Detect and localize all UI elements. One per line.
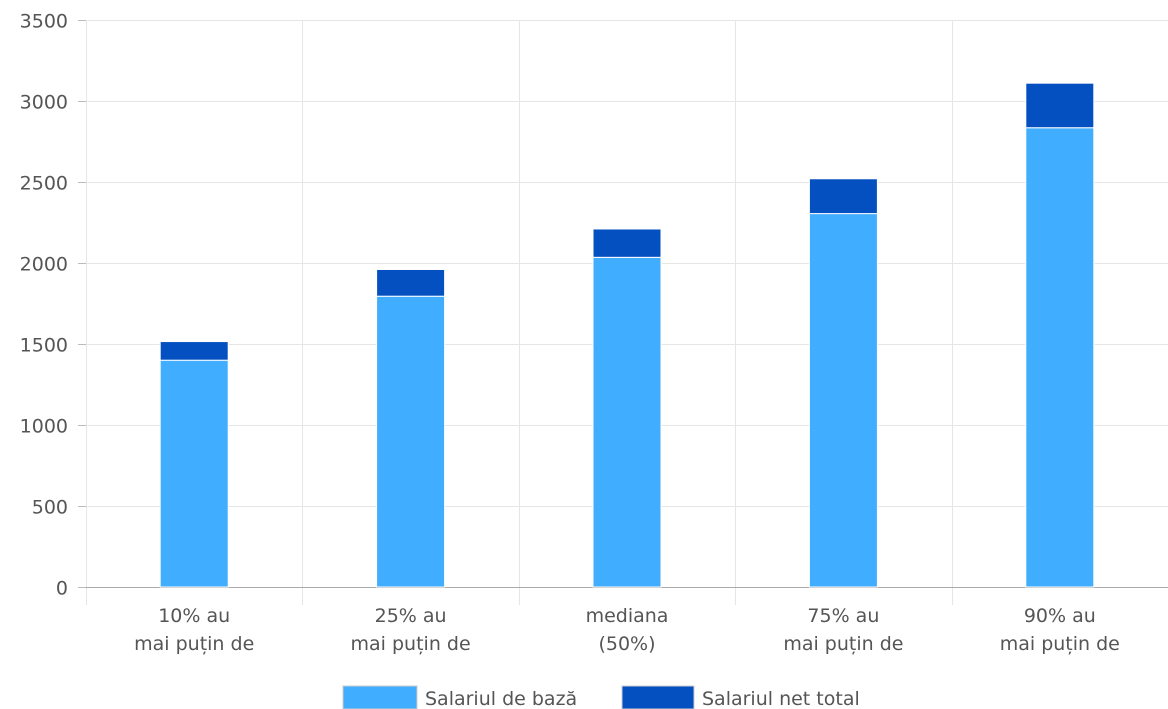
- y-tick-label: 0: [56, 578, 68, 600]
- grid: [86, 20, 1168, 605]
- bar-base-1[interactable]: [376, 295, 446, 588]
- x-category-label: 75% au mai puțin de: [783, 605, 903, 655]
- legend-item-net[interactable]: Salariul net total: [621, 685, 860, 709]
- y-tick-label: 3000: [20, 92, 68, 114]
- legend-item-base[interactable]: Salariul de bază: [342, 685, 577, 709]
- y-axis-ticks: 0 500 1000 1500 2000 2500 3000 3500: [20, 11, 68, 600]
- bars: [159, 82, 1095, 588]
- x-axis-labels: 10% au mai puțin de 25% au mai puțin de medi…: [134, 605, 1120, 655]
- y-tick-label: 1000: [20, 416, 68, 438]
- axes: [78, 20, 1168, 588]
- bar-net-3[interactable]: [808, 178, 878, 215]
- bar-net-2[interactable]: [592, 228, 662, 258]
- y-tick-label: 3500: [20, 11, 68, 33]
- bar-base-3[interactable]: [808, 213, 878, 588]
- bar-base-4[interactable]: [1025, 127, 1095, 588]
- legend-swatch: [621, 685, 695, 709]
- bar-base-2[interactable]: [592, 256, 662, 588]
- y-tick-label: 2000: [20, 254, 68, 276]
- bar-net-4[interactable]: [1025, 82, 1095, 129]
- bar-net-1[interactable]: [376, 268, 446, 297]
- legend-label: Salariul net total: [702, 688, 860, 709]
- legend[interactable]: Salariul de bază Salariul net total: [342, 685, 860, 709]
- x-category-label: 10% au mai puțin de: [134, 605, 254, 655]
- x-category-label: 90% au mai puțin de: [1000, 605, 1120, 655]
- y-tick-label: 2500: [20, 173, 68, 195]
- legend-swatch: [342, 685, 418, 709]
- x-category-label: 25% au mai puțin de: [351, 605, 471, 655]
- y-tick-label: 1500: [20, 335, 68, 357]
- legend-label: Salariul de bază: [425, 688, 577, 709]
- y-tick-label: 500: [32, 497, 68, 519]
- x-category-label: mediana (50%): [586, 605, 669, 655]
- bar-net-0[interactable]: [159, 341, 229, 361]
- bar-base-0[interactable]: [159, 359, 229, 588]
